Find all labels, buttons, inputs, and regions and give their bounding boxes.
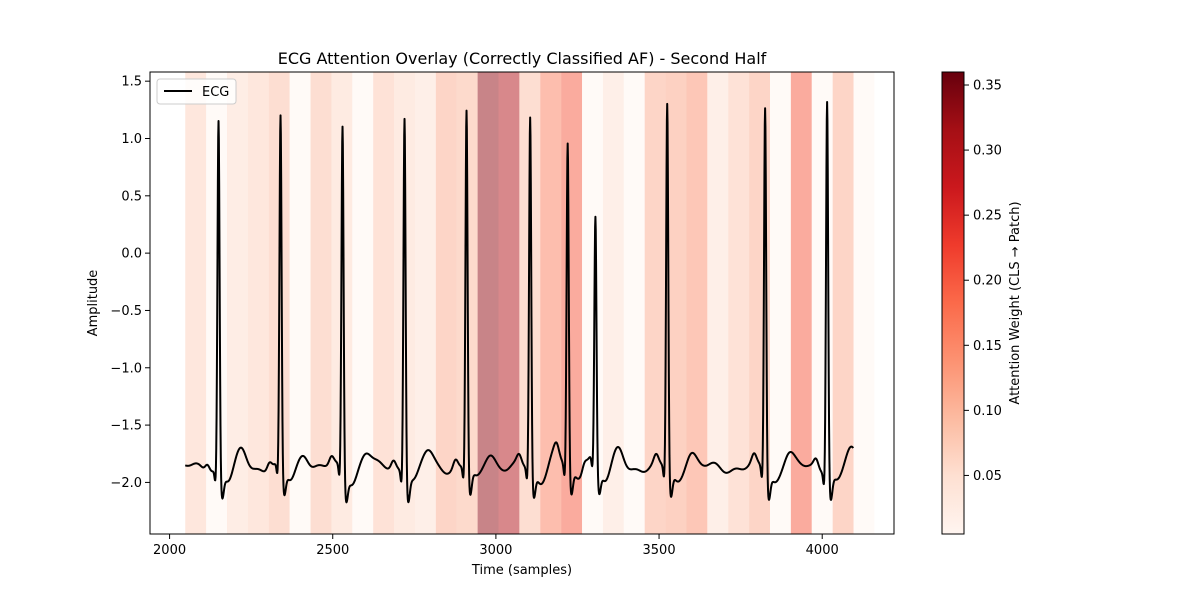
attention-band: [623, 72, 645, 534]
legend-box: [156, 78, 237, 105]
attention-band: [540, 72, 562, 534]
attention-band: [289, 72, 311, 534]
attention-band: [247, 72, 269, 534]
y-axis-ticks: 1.5 1.0 0.5 0.0 −0.5 −1.0 −1.5 −2.0: [110, 75, 150, 491]
attention-band: [352, 72, 374, 534]
y-tick-label: −2.0: [110, 476, 142, 491]
colorbar-ticks: 0.05 0.10 0.15 0.20 0.25 0.30 0.35: [964, 79, 1002, 484]
attention-band: [414, 72, 436, 534]
attention-band: [477, 72, 499, 534]
attention-band: [435, 72, 457, 534]
attention-band: [227, 72, 248, 534]
attention-band: [790, 72, 812, 534]
colorbar-tick-label: 0.05: [973, 469, 1002, 484]
colorbar-tick-label: 0.20: [973, 274, 1002, 289]
attention-band: [498, 72, 520, 534]
attention-band: [728, 72, 750, 534]
ecg-line: [184, 100, 855, 504]
x-tick-label: 2500: [316, 543, 349, 558]
y-tick-label: 1.0: [121, 132, 142, 147]
attention-band: [310, 72, 332, 534]
colorbar-tick-label: 0.25: [973, 209, 1002, 224]
x-tick-label: 2000: [153, 543, 186, 558]
x-tick-label: 3000: [479, 543, 512, 558]
x-tick-label: 4000: [806, 543, 839, 558]
ecg-series: [184, 100, 855, 504]
attention-bands: [185, 72, 875, 534]
chart-title: ECG Attention Overlay (Correctly Classif…: [278, 49, 767, 68]
colorbar-tick-label: 0.35: [973, 79, 1002, 94]
y-tick-label: 0.5: [121, 189, 142, 204]
attention-band: [373, 72, 395, 534]
attention-band: [185, 72, 207, 534]
legend: ECG: [156, 78, 237, 105]
colorbar-tick-label: 0.10: [973, 404, 1002, 419]
attention-band: [832, 72, 854, 534]
colorbar-tick-label: 0.30: [973, 144, 1002, 159]
y-tick-label: 1.5: [121, 75, 142, 90]
y-tick-label: −1.5: [110, 419, 142, 434]
attention-band: [853, 72, 875, 534]
colorbar-tick-label: 0.15: [973, 339, 1002, 354]
attention-band: [707, 72, 729, 534]
x-axis-ticks: 2000 2500 3000 3500 4000: [153, 534, 839, 558]
attention-band: [394, 72, 415, 534]
attention-band: [602, 72, 624, 534]
x-axis-label: Time (samples): [471, 563, 572, 578]
colorbar-gradient: [941, 71, 965, 535]
attention-band: [644, 72, 666, 534]
colorbar-label: Attention Weight (CLS → Patch): [1008, 201, 1023, 404]
attention-band: [770, 72, 791, 534]
y-tick-label: −1.0: [110, 361, 142, 376]
y-tick-label: 0.0: [121, 247, 142, 262]
plot-frame: [149, 71, 895, 535]
y-tick-label: −0.5: [110, 304, 142, 319]
colorbar: 0.05 0.10 0.15 0.20 0.25 0.30 0.35 Attention W…: [941, 71, 1023, 535]
legend-entry-ecg: ECG: [202, 85, 229, 100]
attention-band: [665, 72, 687, 534]
attention-band: [686, 72, 708, 534]
y-axis-label: Amplitude: [86, 270, 101, 337]
x-tick-label: 3500: [643, 543, 676, 558]
